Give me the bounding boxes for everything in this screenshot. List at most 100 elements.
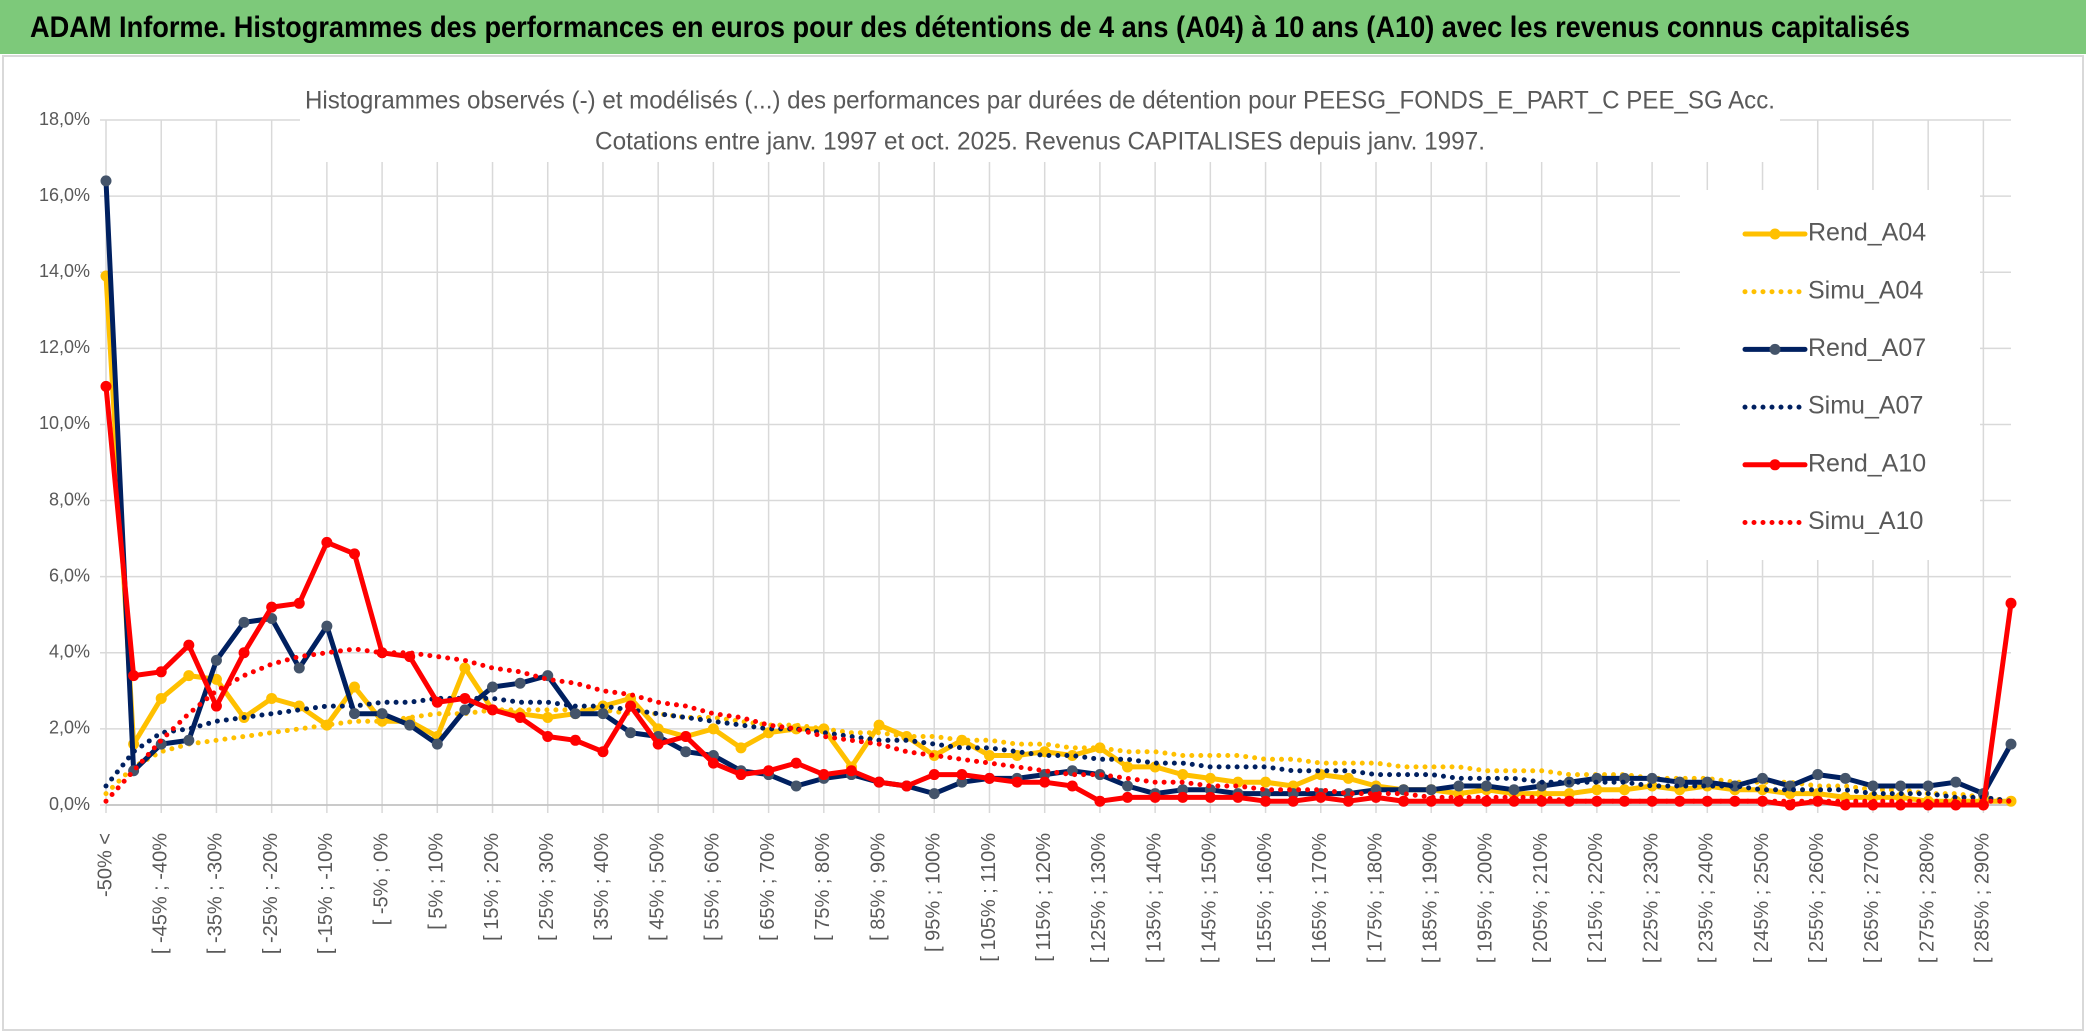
data-point	[348, 681, 360, 693]
data-point	[1260, 776, 1272, 788]
model-line	[103, 707, 2014, 804]
data-point	[569, 708, 581, 720]
x-tick-label: [ 45% ; 50%	[646, 833, 668, 941]
data-point	[459, 662, 471, 674]
x-tick-label: [ 265% ; 270%	[1861, 833, 1883, 963]
data-point	[901, 780, 913, 792]
x-tick-label: [ 285% ; 290%	[1972, 833, 1994, 963]
legend-label: Rend_A07	[1808, 334, 1926, 362]
data-point	[1701, 795, 1713, 807]
data-point	[459, 704, 471, 716]
data-point	[514, 711, 526, 723]
data-point	[707, 723, 719, 735]
data-point	[1094, 795, 1106, 807]
data-point	[1122, 780, 1134, 792]
x-tick-label: [ 155% ; 160%	[1254, 833, 1276, 963]
data-point	[1039, 776, 1051, 788]
x-tick-label: [ 195% ; 200%	[1475, 833, 1497, 963]
data-point	[1536, 780, 1548, 792]
data-point	[1398, 795, 1410, 807]
data-point	[1342, 772, 1354, 784]
x-tick-label: [ 85% ; 90%	[867, 833, 889, 941]
data-point	[790, 757, 802, 769]
x-tick-label: [ 205% ; 210%	[1530, 833, 1552, 963]
data-point	[1867, 780, 1879, 792]
data-point	[956, 769, 968, 781]
x-tick-label: [ 275% ; 280%	[1916, 833, 1938, 963]
data-point	[1342, 788, 1354, 800]
data-point	[928, 788, 940, 800]
chart-frame	[2, 55, 2084, 1031]
data-point	[348, 548, 360, 560]
data-point	[763, 765, 775, 777]
data-point	[238, 647, 250, 659]
y-tick-label: 16,0%	[39, 185, 90, 205]
data-point	[1591, 784, 1603, 796]
x-tick-label: [ -25% ; -20%	[260, 833, 282, 954]
data-point	[238, 616, 250, 628]
x-tick-label: [ 225% ; 230%	[1640, 833, 1662, 963]
model-line	[103, 695, 2014, 804]
y-tick-label: 18,0%	[39, 109, 90, 129]
data-point	[1895, 799, 1907, 811]
x-tick-label: [ 95% ; 100%	[923, 833, 945, 952]
y-tick-label: 10,0%	[39, 413, 90, 433]
data-point	[1260, 795, 1272, 807]
data-point	[1177, 769, 1189, 781]
y-tick-label: 14,0%	[39, 261, 90, 281]
data-point	[1757, 772, 1769, 784]
data-point	[404, 719, 416, 731]
data-point	[1011, 776, 1023, 788]
y-tick-label: 0,0%	[49, 794, 90, 814]
x-tick-label: [ 175% ; 180%	[1364, 833, 1386, 963]
data-point	[845, 765, 857, 777]
data-point	[597, 708, 609, 720]
data-point	[707, 757, 719, 769]
data-point	[1066, 780, 1078, 792]
x-tick-label: [ 115% ; 120%	[1033, 833, 1055, 962]
data-point	[1646, 795, 1658, 807]
header-title: ADAM Informe. Histogrammes des performan…	[30, 11, 1910, 44]
x-tick-label: [ 65% ; 70%	[757, 833, 779, 941]
data-point	[735, 769, 747, 781]
x-tick-label: [ 55% ; 60%	[702, 833, 724, 941]
y-tick-label: 8,0%	[49, 489, 90, 509]
legend-label: Simu_A10	[1808, 507, 1923, 535]
legend-label: Rend_A10	[1808, 449, 1926, 477]
data-point	[1729, 795, 1741, 807]
x-tick-label: [ 5% ; 10%	[426, 833, 448, 930]
data-point	[597, 746, 609, 758]
data-point	[487, 704, 499, 716]
data-point	[1287, 795, 1299, 807]
data-point	[183, 734, 195, 746]
data-point	[183, 639, 195, 651]
data-point	[1204, 791, 1216, 803]
x-tick-label: [ 135% ; 140%	[1143, 833, 1165, 963]
data-point	[790, 780, 802, 792]
data-point	[928, 769, 940, 781]
data-point	[431, 738, 443, 750]
model-line	[103, 646, 2014, 804]
legend-marker	[1769, 228, 1781, 240]
legend-label: Simu_A04	[1808, 276, 1923, 304]
legend-marker	[1769, 343, 1781, 355]
x-tick-label: [ 75% ; 80%	[812, 833, 834, 941]
data-point	[1563, 788, 1575, 800]
x-tick-label: [ -5% ; 0%	[370, 833, 392, 925]
data-point	[1453, 780, 1465, 792]
data-point	[376, 647, 388, 659]
data-point	[155, 692, 167, 704]
x-tick-label: [ 125% ; 130%	[1088, 833, 1110, 963]
data-point	[1315, 791, 1327, 803]
x-tick-label: [ 105% ; 110%	[978, 833, 1000, 962]
x-tick-label: [ 245% ; 250%	[1751, 833, 1773, 963]
data-point	[873, 719, 885, 731]
data-point	[1204, 772, 1216, 784]
data-point	[652, 723, 664, 735]
chart-subtitle: Cotations entre janv. 1997 et oct. 2025.…	[595, 128, 1485, 156]
data-point	[1508, 784, 1520, 796]
data-point	[1950, 776, 1962, 788]
data-point	[680, 746, 692, 758]
